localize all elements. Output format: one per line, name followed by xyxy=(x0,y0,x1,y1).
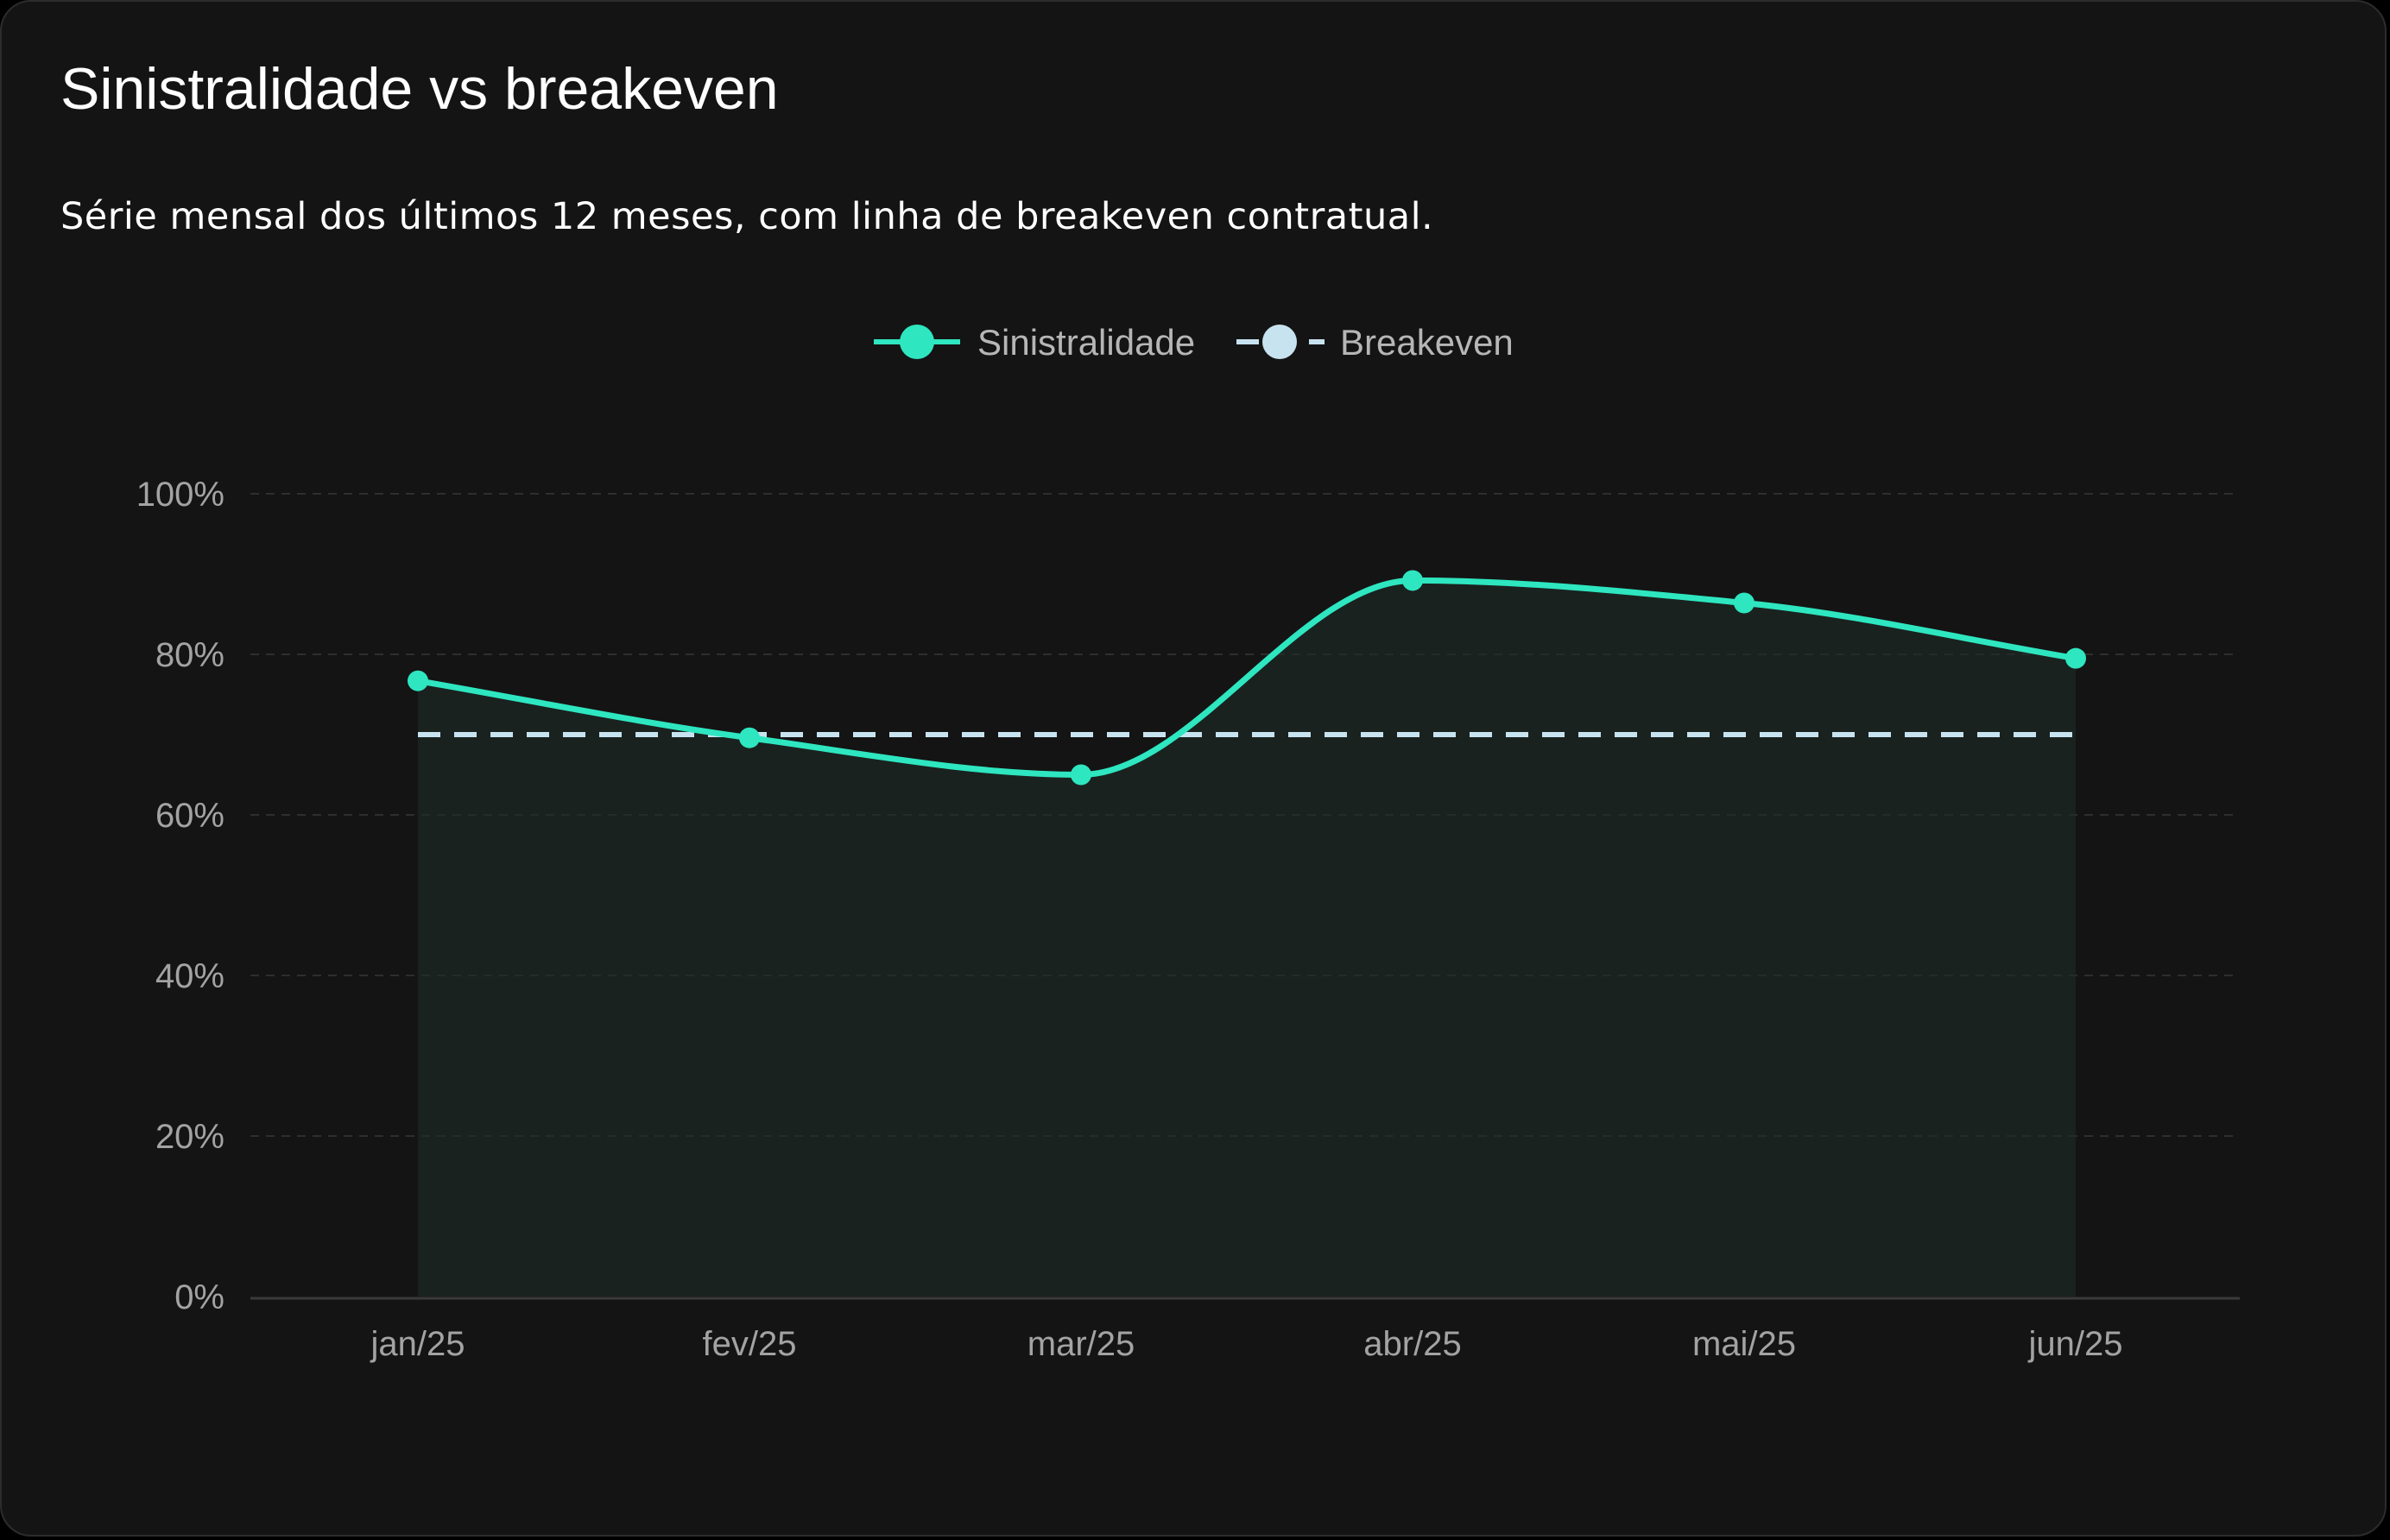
y-tick-label: 0% xyxy=(174,1278,224,1316)
x-tick-label: mai/25 xyxy=(1692,1325,1796,1363)
legend-label: Breakeven xyxy=(1340,322,1514,363)
x-axis: jan/25 fev/25 mar/25 abr/25 mai/25 jun/25 xyxy=(250,1297,2240,1363)
x-tick-label: mar/25 xyxy=(1027,1325,1135,1363)
x-tick-label: jun/25 xyxy=(2028,1325,2123,1363)
sinistralidade-point[interactable] xyxy=(1734,592,1755,614)
chart-subtitle: Série mensal dos últimos 12 meses, com l… xyxy=(60,195,1434,238)
legend-label: Sinistralidade xyxy=(977,322,1195,363)
legend-item-sinistralidade[interactable]: Sinistralidade xyxy=(874,322,1195,363)
sinistralidade-line xyxy=(414,577,2079,778)
y-tick-label: 20% xyxy=(155,1118,224,1156)
sinistralidade-point[interactable] xyxy=(2065,647,2086,669)
plot-series xyxy=(408,570,2086,1297)
y-tick-label: 60% xyxy=(155,797,224,835)
x-tick-label: fev/25 xyxy=(703,1325,797,1363)
sinistralidade-point[interactable] xyxy=(1402,570,1423,591)
sinistralidade-point[interactable] xyxy=(739,727,760,748)
y-tick-label: 40% xyxy=(155,957,224,995)
y-tick-label: 100% xyxy=(136,476,224,514)
sinistralidade-point[interactable] xyxy=(408,670,428,691)
legend-marker xyxy=(900,325,934,359)
chart-title: Sinistralidade vs breakeven xyxy=(60,56,779,122)
y-axis: 0% 20% 40% 60% 80% 100% xyxy=(136,476,224,1316)
x-tick-label: jan/25 xyxy=(370,1325,465,1363)
sinistralidade-point[interactable] xyxy=(1071,764,1091,786)
legend[interactable]: Sinistralidade Breakeven xyxy=(874,322,1514,363)
legend-marker xyxy=(1262,325,1297,359)
y-tick-label: 80% xyxy=(155,636,224,674)
sinistralidade-area xyxy=(418,580,2076,1297)
x-tick-label: abr/25 xyxy=(1363,1325,1461,1363)
legend-item-breakeven[interactable]: Breakeven xyxy=(1236,322,1514,363)
